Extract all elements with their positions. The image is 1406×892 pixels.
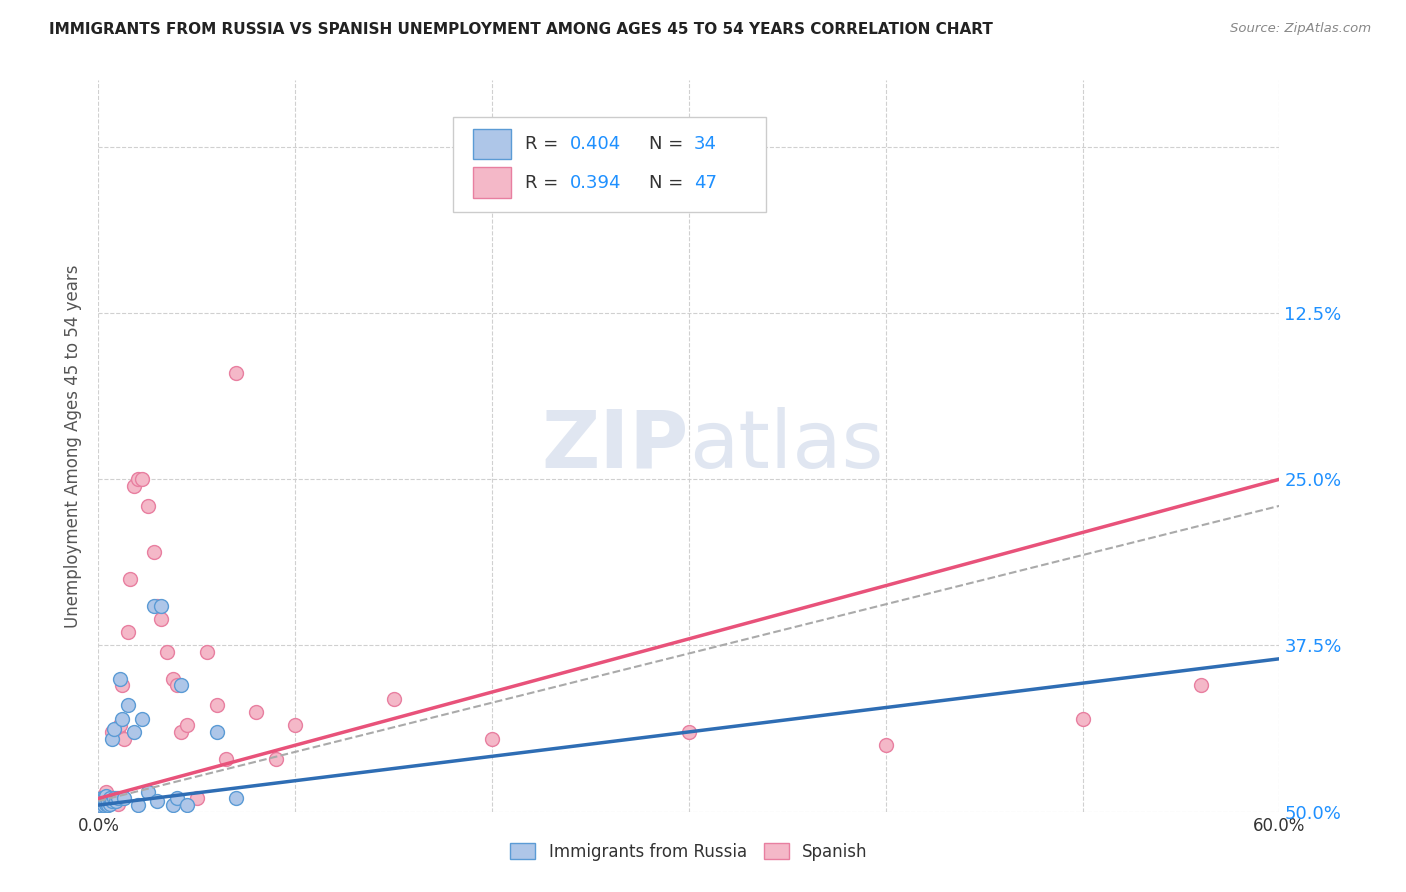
Text: 47: 47 bbox=[693, 174, 717, 192]
Legend: Immigrants from Russia, Spanish: Immigrants from Russia, Spanish bbox=[502, 835, 876, 869]
Point bbox=[101, 725, 124, 739]
Point bbox=[166, 791, 188, 805]
FancyBboxPatch shape bbox=[453, 117, 766, 212]
Text: R =: R = bbox=[524, 135, 564, 153]
Text: R =: R = bbox=[524, 174, 564, 192]
Point bbox=[150, 612, 173, 626]
Point bbox=[103, 723, 125, 737]
Point bbox=[162, 672, 184, 686]
Text: IMMIGRANTS FROM RUSSIA VS SPANISH UNEMPLOYMENT AMONG AGES 45 TO 54 YEARS CORRELA: IMMIGRANTS FROM RUSSIA VS SPANISH UNEMPL… bbox=[49, 22, 993, 37]
Point bbox=[107, 791, 129, 805]
Point bbox=[98, 794, 121, 808]
Point bbox=[91, 791, 114, 805]
Point bbox=[107, 725, 129, 739]
Text: atlas: atlas bbox=[689, 407, 883, 485]
Text: 34: 34 bbox=[693, 135, 717, 153]
Bar bbox=[472, 128, 510, 160]
Point bbox=[170, 725, 193, 739]
Point bbox=[91, 791, 114, 805]
Point bbox=[101, 731, 124, 746]
Point bbox=[117, 698, 139, 713]
Point bbox=[195, 645, 218, 659]
Point bbox=[97, 798, 120, 813]
Point bbox=[111, 712, 134, 726]
Point bbox=[105, 794, 128, 808]
Text: N =: N = bbox=[648, 135, 689, 153]
Point bbox=[166, 678, 188, 692]
Text: N =: N = bbox=[648, 174, 689, 192]
Point bbox=[93, 791, 115, 805]
Point bbox=[93, 798, 115, 813]
Point bbox=[264, 751, 287, 765]
Point bbox=[170, 678, 193, 692]
Point bbox=[96, 797, 118, 811]
Point bbox=[481, 731, 503, 746]
Point bbox=[122, 479, 145, 493]
Y-axis label: Unemployment Among Ages 45 to 54 years: Unemployment Among Ages 45 to 54 years bbox=[65, 264, 83, 628]
Point bbox=[176, 798, 198, 813]
Point bbox=[142, 599, 165, 613]
Point bbox=[245, 705, 267, 719]
Point bbox=[176, 718, 198, 732]
Point bbox=[111, 678, 134, 692]
Point bbox=[101, 794, 124, 808]
Text: ZIP: ZIP bbox=[541, 407, 689, 485]
Point bbox=[1071, 712, 1094, 726]
Point bbox=[91, 797, 114, 811]
Point bbox=[136, 785, 159, 799]
Point bbox=[89, 798, 111, 813]
Point bbox=[186, 791, 208, 805]
Point bbox=[89, 798, 111, 813]
Point bbox=[162, 798, 184, 813]
Point bbox=[118, 572, 141, 586]
Point bbox=[98, 797, 121, 811]
Point bbox=[122, 725, 145, 739]
Point bbox=[112, 731, 135, 746]
Point bbox=[678, 725, 700, 739]
Point bbox=[97, 794, 120, 808]
Point bbox=[96, 785, 118, 799]
Point bbox=[108, 718, 131, 732]
Bar bbox=[472, 168, 510, 198]
Text: 0.404: 0.404 bbox=[569, 135, 621, 153]
Point bbox=[105, 791, 128, 805]
Point bbox=[101, 791, 124, 805]
Point bbox=[215, 751, 238, 765]
Point bbox=[146, 599, 169, 613]
Point bbox=[382, 691, 405, 706]
Point bbox=[96, 794, 118, 808]
Point bbox=[1189, 678, 1212, 692]
Point bbox=[150, 599, 173, 613]
Point bbox=[875, 738, 897, 752]
Point bbox=[205, 698, 228, 713]
Point bbox=[131, 712, 153, 726]
Point bbox=[131, 472, 153, 486]
Point bbox=[97, 797, 120, 811]
Text: Source: ZipAtlas.com: Source: ZipAtlas.com bbox=[1230, 22, 1371, 36]
Point bbox=[225, 366, 247, 380]
Point bbox=[97, 791, 120, 805]
Point bbox=[117, 625, 139, 640]
Point bbox=[205, 725, 228, 739]
Point bbox=[93, 797, 115, 811]
Point bbox=[284, 718, 307, 732]
Point bbox=[156, 645, 179, 659]
Text: 0.394: 0.394 bbox=[569, 174, 621, 192]
Point bbox=[127, 472, 149, 486]
Point bbox=[103, 794, 125, 808]
Point bbox=[93, 789, 115, 803]
Point bbox=[107, 797, 129, 811]
Point bbox=[136, 499, 159, 513]
Point bbox=[98, 791, 121, 805]
Point bbox=[103, 791, 125, 805]
Point bbox=[127, 798, 149, 813]
Point bbox=[112, 791, 135, 805]
Point bbox=[146, 794, 169, 808]
Point bbox=[225, 791, 247, 805]
Point bbox=[96, 789, 118, 803]
Point bbox=[108, 672, 131, 686]
Point bbox=[142, 545, 165, 559]
Point bbox=[91, 794, 114, 808]
